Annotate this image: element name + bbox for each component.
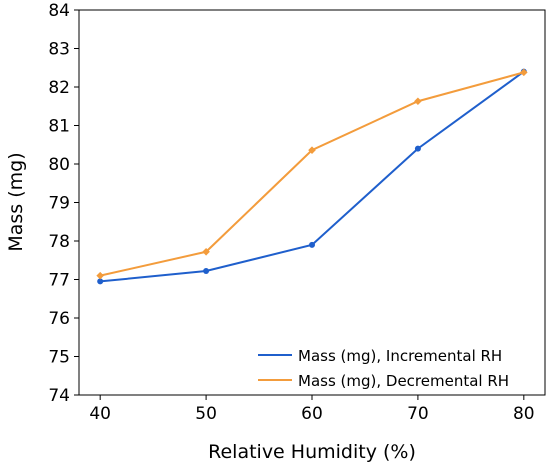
legend: Mass (mg), Incremental RH Mass (mg), Dec… [258, 347, 509, 390]
x-axis-title: Relative Humidity (%) [208, 441, 416, 463]
y-tick-label: 77 [48, 271, 70, 291]
x-tick-label: 40 [89, 404, 111, 424]
y-tick-label: 84 [48, 1, 70, 21]
y-tick-label: 74 [48, 386, 70, 406]
legend-label-decremental: Mass (mg), Decremental RH [298, 372, 509, 390]
x-tick-label: 50 [195, 404, 217, 424]
y-tick-label: 75 [48, 348, 70, 368]
y-tick-label: 76 [48, 309, 70, 329]
y-axis-title: Mass (mg) [5, 152, 27, 251]
series-layer [96, 68, 528, 285]
data-point-decremental [414, 97, 422, 106]
data-point-incremental [203, 268, 210, 275]
data-point-incremental [309, 241, 315, 248]
data-point-decremental [520, 68, 528, 77]
series-line-incremental [100, 70, 525, 283]
x-axis: 40 50 60 70 80 [89, 395, 535, 424]
x-tick-label: 80 [513, 404, 535, 424]
data-point-incremental [97, 278, 104, 285]
y-tick-label: 78 [48, 232, 70, 252]
data-point-incremental [414, 145, 421, 152]
plot-frame [78, 9, 546, 396]
y-tick-label: 82 [48, 78, 70, 98]
data-point-decremental [202, 247, 210, 256]
x-tick-label: 70 [407, 404, 429, 424]
y-tick-label: 83 [48, 40, 70, 60]
y-axis: 74 75 76 77 78 79 80 81 82 83 84 [48, 1, 79, 406]
x-tick-label: 60 [301, 404, 323, 424]
y-tick-label: 79 [48, 194, 70, 214]
y-tick-label: 81 [48, 117, 70, 137]
data-point-decremental [308, 146, 316, 154]
y-tick-label: 80 [48, 155, 70, 175]
legend-label-incremental: Mass (mg), Incremental RH [298, 347, 502, 365]
data-point-decremental [96, 271, 104, 280]
